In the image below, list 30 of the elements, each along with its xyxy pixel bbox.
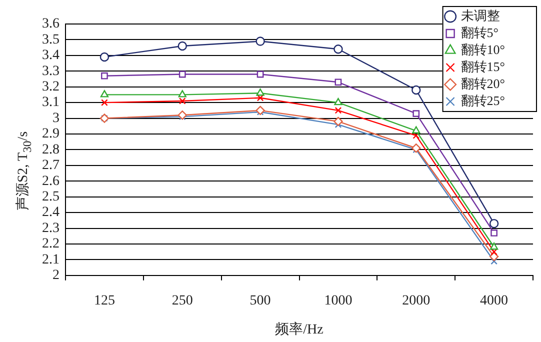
y-tick-label: 3.3 <box>42 64 60 79</box>
x-tick-label: 500 <box>250 293 271 308</box>
y-tick-label: 3 <box>52 110 60 126</box>
y-tick-label: 2.5 <box>42 190 60 205</box>
y-tick-label: 2.9 <box>42 126 60 142</box>
y-tick-label: 2 <box>52 268 60 284</box>
y-tick-label: 2.4 <box>42 205 60 220</box>
y-tick-label: 3.2 <box>42 80 60 95</box>
legend-label: 翻转25° <box>460 92 506 108</box>
x-tick-label: 250 <box>172 293 193 308</box>
legend-label: 翻转5° <box>460 24 499 40</box>
y-tick-label: 2.8 <box>42 142 60 158</box>
y-tick-label: 2.7 <box>42 158 60 174</box>
y-tick-label: 2.3 <box>42 220 60 236</box>
x-axis-title: 频率/Hz <box>275 321 324 338</box>
y-tick-label: 2.1 <box>42 252 60 268</box>
legend-label: 翻转20° <box>460 76 506 91</box>
y-tick-label: 3.5 <box>42 32 60 48</box>
x-tick-label: 1000 <box>324 293 352 308</box>
legend-label: 翻转15° <box>460 58 506 74</box>
y-tick-label: 3.6 <box>42 16 60 32</box>
legend-label: 翻转10° <box>460 42 506 57</box>
x-tick-label: 125 <box>94 293 115 308</box>
y-tick-label: 3.4 <box>42 48 60 64</box>
x-tick-label: 2000 <box>402 293 430 308</box>
y-tick-label: 3.1 <box>42 95 60 110</box>
x-tick-label: 4000 <box>480 293 508 308</box>
legend-label: 未调整 <box>460 8 500 23</box>
y-tick-label: 2.6 <box>42 174 60 189</box>
y-tick-label: 2.2 <box>42 236 60 252</box>
